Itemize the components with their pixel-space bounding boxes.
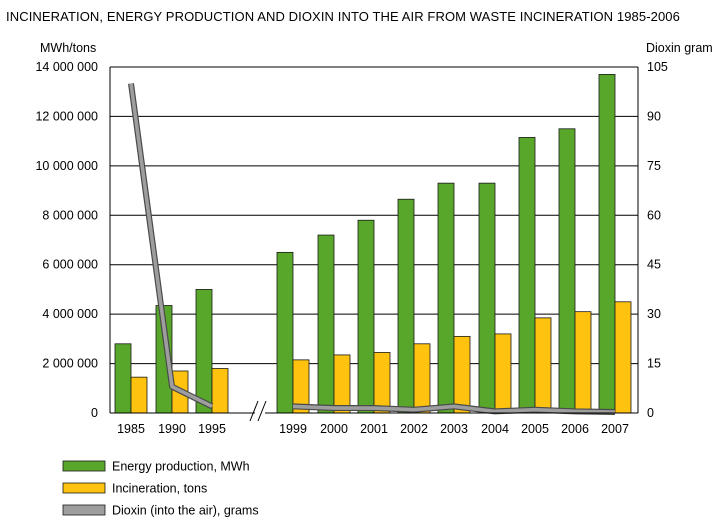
legend: Energy production, MWh Incineration, tons… xyxy=(62,460,259,518)
bar-incineration-2000 xyxy=(333,354,351,414)
axis-break xyxy=(249,400,267,422)
dioxin-line-early xyxy=(129,83,213,409)
x-tick-label-2005: 2005 xyxy=(521,422,549,436)
bar-incineration-2006 xyxy=(574,311,592,414)
y-left-tick-label: 12 000 000 xyxy=(35,109,98,123)
x-tick-label-2003: 2003 xyxy=(440,422,468,436)
bar-incineration-2002 xyxy=(413,343,431,414)
y-left-tick-label: 14 000 000 xyxy=(35,60,98,74)
bar-energy-2005 xyxy=(518,137,536,414)
x-tick-label-1995: 1995 xyxy=(198,422,226,436)
bar-energy-1985 xyxy=(114,343,132,414)
x-tick-label-2007: 2007 xyxy=(601,422,629,436)
y-left-tick-label: 10 000 000 xyxy=(35,159,98,173)
x-tick-labels: 1985 1990 1995 1999 2000 2001 2002 2003 2004 2005… xyxy=(117,422,629,436)
y-left-tick-label: 2 000 000 xyxy=(42,357,98,371)
x-tick-label-1999: 1999 xyxy=(279,422,307,436)
y-right-ticks: 105 90 75 60 45 30 15 0 xyxy=(647,60,668,420)
dioxin-line xyxy=(128,83,616,416)
y-right-tick-label: 30 xyxy=(647,307,661,321)
x-tick-label-1990: 1990 xyxy=(158,422,186,436)
bar-incineration-1985 xyxy=(130,376,148,414)
bar-energy-2002 xyxy=(397,198,415,414)
x-tick-label-2000: 2000 xyxy=(320,422,348,436)
y-right-tick-label: 90 xyxy=(647,109,661,123)
y-right-tick-label: 105 xyxy=(647,60,668,74)
x-tick-label-2006: 2006 xyxy=(561,422,589,436)
bar-energy-2007 xyxy=(598,74,616,414)
legend-swatch-0 xyxy=(62,460,106,472)
y-right-tick-label: 0 xyxy=(647,406,654,420)
y-left-tick-label: 4 000 000 xyxy=(42,307,98,321)
y-right-unit-label: Dioxin gram xyxy=(646,41,713,55)
legend-swatch-2 xyxy=(62,504,106,516)
bar-incineration-2004 xyxy=(494,333,512,414)
bar-incineration-2005 xyxy=(534,317,552,414)
axis-break-mark-left xyxy=(249,400,259,422)
dioxin-line-late xyxy=(292,404,616,414)
y-left-tick-label: 6 000 000 xyxy=(42,258,98,272)
x-tick-label-2001: 2001 xyxy=(360,422,388,436)
bar-incineration-1995 xyxy=(211,368,229,414)
legend-label-1: Incineration, tons xyxy=(112,482,207,496)
bar-incineration-2003 xyxy=(453,335,471,414)
bar-energy-2001 xyxy=(357,219,375,414)
y-left-tick-label: 0 xyxy=(91,406,98,420)
bar-energy-1995 xyxy=(195,289,213,414)
y-left-tick-label: 8 000 000 xyxy=(42,208,98,222)
bars xyxy=(114,74,632,414)
x-tick-label-1985: 1985 xyxy=(117,422,145,436)
bar-incineration-2007 xyxy=(614,301,632,414)
axis-break-mark-right xyxy=(257,400,267,422)
legend-label-0: Energy production, MWh xyxy=(112,460,250,474)
y-left-unit-label: MWh/tons xyxy=(40,41,96,55)
chart-title: INCINERATION, ENERGY PRODUCTION AND DIOX… xyxy=(6,9,680,24)
y-right-tick-label: 60 xyxy=(647,208,661,222)
plot-frame xyxy=(109,67,639,414)
x-tick-label-2002: 2002 xyxy=(400,422,428,436)
bar-energy-2004 xyxy=(478,182,496,414)
bar-energy-2003 xyxy=(437,182,455,414)
legend-swatch-1 xyxy=(62,482,106,494)
x-tick-label-2004: 2004 xyxy=(481,422,509,436)
bar-energy-2000 xyxy=(317,234,335,414)
bar-energy-1999 xyxy=(276,251,294,414)
y-left-ticks: 14 000 000 12 000 000 10 000 000 8 000 000 6… xyxy=(35,60,98,420)
bar-incineration-2001 xyxy=(373,352,391,414)
legend-label-2: Dioxin (into the air), grams xyxy=(112,504,259,518)
bar-energy-2006 xyxy=(558,128,576,414)
y-right-tick-label: 45 xyxy=(647,258,661,272)
y-right-tick-label: 75 xyxy=(647,159,661,173)
y-right-tick-label: 15 xyxy=(647,357,661,371)
